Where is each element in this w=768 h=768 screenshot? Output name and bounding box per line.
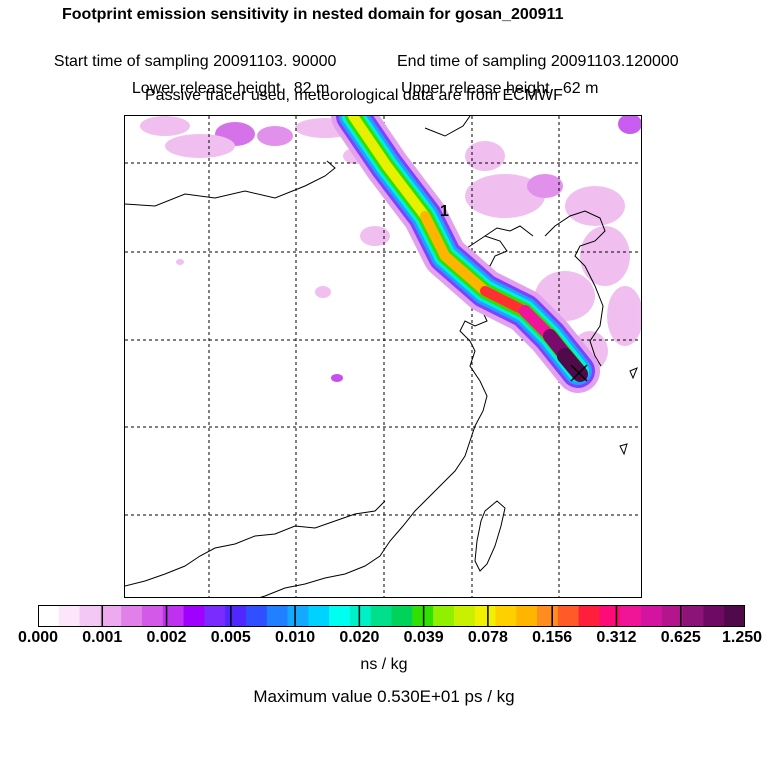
colorbar-swatch [495, 605, 517, 627]
colorbar-tick-label: 0.625 [660, 629, 701, 646]
colorbar-tick-label: 0.156 [532, 629, 573, 646]
map-canvas: 1 [125, 116, 641, 597]
colorbar-swatch [183, 605, 205, 627]
low-sensitivity-patches [140, 116, 641, 382]
colorbar-swatch [204, 605, 226, 627]
tracer-note: Passive tracer used, meteorological data… [145, 87, 563, 104]
colorbar-swatch [162, 605, 185, 627]
colorbar-swatch [641, 605, 663, 627]
colorbar-tick-label: 0.000 [17, 629, 59, 646]
colorbar-swatch [661, 605, 684, 627]
colorbar-swatch [308, 605, 330, 627]
colorbar-swatch [557, 605, 580, 627]
colorbar-swatch [578, 605, 600, 627]
colorbar [38, 605, 745, 627]
colorbar-swatch [287, 605, 309, 627]
colorbar-swatch [724, 605, 745, 627]
colorbar-units: ns / kg [360, 656, 408, 673]
colorbar-swatch [349, 605, 372, 627]
release-heights: Lower release height 82 m Upper release h… [123, 62, 768, 98]
coastlines [125, 116, 638, 597]
colorbar-swatch [370, 605, 392, 627]
colorbar-swatch [474, 605, 496, 627]
colorbar-swatch [703, 605, 725, 627]
footprint-map: 1 [124, 115, 642, 598]
colorbar-tick-label: 0.001 [82, 629, 123, 646]
colorbar-swatch [58, 605, 81, 627]
colorbar-tick-label: 0.010 [275, 629, 316, 646]
plot-title: Footprint emission sensitivity in nested… [62, 6, 564, 23]
colorbar-swatch [433, 605, 455, 627]
colorbar-tick-label: 0.002 [146, 629, 187, 646]
colorbar-tick-label: 0.005 [210, 629, 251, 646]
colorbar-swatch [620, 605, 642, 627]
colorbar-swatch [100, 605, 122, 627]
colorbar-tick-label: 0.039 [403, 629, 444, 646]
colorbar-swatch [329, 605, 351, 627]
colorbar-swatch [121, 605, 143, 627]
plume-label: 1 [440, 203, 449, 220]
colorbar-swatch [79, 605, 101, 627]
colorbar-swatch [245, 605, 268, 627]
colorbar-tick-label: 1.250 [721, 629, 763, 646]
colorbar-swatch [266, 605, 289, 627]
end-time: End time of sampling 20091103.120000 [397, 53, 679, 70]
colorbar-swatch [516, 605, 538, 627]
maximum-value: Maximum value 0.530E+01 ps / kg [253, 687, 515, 706]
colorbar-swatch [682, 605, 704, 627]
colorbar-swatch [391, 605, 413, 627]
upper-release-height: Upper release height 62 m [401, 80, 599, 97]
colorbar-swatch [38, 605, 60, 627]
colorbar-swatch [225, 605, 247, 627]
colorbar-tick-label: 0.078 [467, 629, 508, 646]
start-time: Start time of sampling 20091103. 90000 [53, 53, 337, 70]
colorbar-swatch [599, 605, 621, 627]
colorbar-tick-label: 0.312 [596, 629, 637, 646]
colorbar-swatch [537, 605, 559, 627]
x-marker-icon [570, 364, 588, 382]
colorbar-frame [38, 605, 745, 627]
colorbar-swatch [453, 605, 476, 627]
colorbar-tick-label: 0.020 [339, 629, 380, 646]
lower-release-height: Lower release height 82 m [131, 80, 330, 97]
colorbar-swatch [141, 605, 164, 627]
sampling-times: Start time of sampling 20091103. 90000 En… [45, 35, 768, 71]
